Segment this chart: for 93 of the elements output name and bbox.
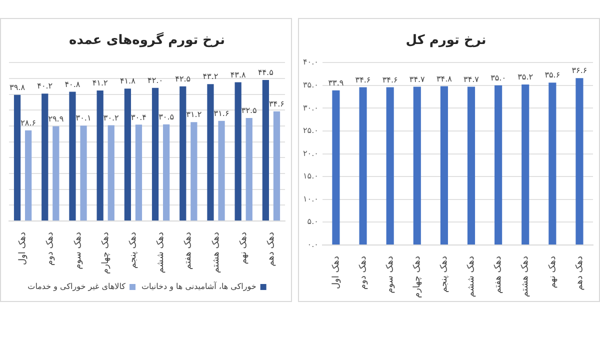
bar (52, 126, 60, 220)
data-label: ۴۳.۸ (230, 70, 246, 80)
data-label: ۳۰.۴ (131, 112, 146, 122)
data-label: ۳۳.۹ (328, 78, 344, 88)
data-label: ۳۴.۶ (355, 75, 371, 84)
x-tick-label: دهک هشتم (520, 256, 531, 298)
chart-title: نرخ تورم گروه‌های عمده (69, 32, 225, 48)
bar (42, 94, 48, 220)
bar (207, 84, 214, 220)
bar (135, 124, 142, 220)
y-tick-label: ۱۵.۰ (302, 172, 318, 181)
data-label: ۳۴.۸ (436, 74, 453, 84)
y-tick-label: ۳۰.۰ (302, 103, 318, 112)
x-tick-label: دهک دوم (46, 232, 56, 266)
bar (494, 85, 502, 244)
x-tick-label: دهک هفتم (494, 256, 504, 294)
y-tick-label: ۲۰.۰ (302, 148, 318, 158)
data-label: ۳۵.۲ (518, 72, 534, 82)
y-tick-label: ۳۵.۰ (302, 80, 318, 90)
bar (14, 94, 21, 220)
data-label: ۴۱.۸ (120, 76, 136, 86)
x-tick-label: دهک ششم (156, 232, 166, 274)
x-tick-label: دهک هفتم (184, 232, 194, 270)
data-label: ۳۶.۶ (572, 66, 588, 76)
x-tick-label: دهک پنجم (440, 256, 450, 293)
data-label: ۴۰.۲ (37, 82, 53, 91)
legend-label: خوراکی ها، آشامیدنی ها و دخانیات (141, 281, 256, 292)
x-tick-label: دهک اول (18, 232, 28, 266)
data-label: ۳۵.۰ (490, 73, 506, 82)
data-label: ۴۲.۵ (175, 74, 191, 84)
bar (25, 130, 32, 220)
y-tick-label: ۴۰.۰ (302, 58, 318, 67)
bar (108, 125, 114, 220)
x-tick-label: دهک دوم (358, 256, 368, 290)
x-tick-label: دهک پنجم (128, 232, 139, 269)
bar (386, 87, 394, 244)
data-label: ۳۰.۲ (103, 113, 119, 122)
bar (80, 126, 87, 220)
bar (522, 84, 530, 244)
bar (576, 78, 584, 244)
bar (152, 88, 159, 220)
bar (180, 86, 186, 220)
bar (548, 82, 556, 244)
data-label: ۲۸.۶ (20, 118, 36, 128)
data-label: ۴۰.۸ (64, 80, 81, 89)
bar (163, 124, 170, 220)
bar (359, 87, 367, 244)
data-label: ۳۲.۵ (241, 106, 257, 116)
x-tick-label: دهک ششم (466, 256, 477, 298)
data-label: ۲۹.۹ (48, 114, 64, 124)
x-tick-label: دهک نهم (238, 232, 249, 264)
x-tick-label: دهک چهارم (412, 256, 422, 298)
data-label: ۳۹.۸ (10, 82, 26, 92)
x-tick-label: دهک سوم (73, 232, 84, 270)
x-tick-label: دهک نهم (548, 256, 558, 288)
data-label: ۳۴.۷ (464, 74, 480, 84)
data-label: ۳۱.۶ (214, 108, 230, 118)
bar (124, 88, 131, 220)
bar (262, 80, 269, 220)
x-tick-label: دهک سوم (385, 256, 396, 294)
bar (218, 120, 225, 220)
y-tick-label: ۱۰.۰ (302, 194, 318, 204)
bar (440, 86, 448, 244)
data-label: ۳۰.۱ (76, 114, 92, 123)
data-label: ۳۴.۶ (269, 99, 284, 108)
data-label: ۳۱.۲ (186, 110, 202, 120)
bar (273, 111, 280, 220)
data-label: ۴۱.۲ (92, 78, 108, 88)
bar (190, 122, 198, 220)
data-label: ۴۲.۰ (148, 76, 163, 86)
data-label: ۴۳.۲ (202, 72, 218, 82)
y-tick-label: ۰.۰ (307, 240, 318, 250)
data-label: ۳۰.۵ (158, 112, 174, 122)
bar (234, 82, 242, 220)
bar (96, 90, 104, 220)
data-label: ۳۴.۷ (409, 74, 426, 84)
y-tick-label: ۵.۰ (307, 217, 318, 226)
chart-title: نرخ تورم کل (406, 33, 486, 48)
y-tick-label: ۲۵.۰ (302, 126, 318, 136)
data-label: ۳۴.۶ (382, 75, 398, 84)
bar (413, 86, 421, 244)
bar (467, 86, 476, 244)
x-tick-label: دهک اول (331, 256, 342, 290)
x-tick-label: دهک دهم (574, 256, 585, 290)
data-label: ۳۵.۶ (544, 70, 560, 80)
x-tick-label: دهک دهم (266, 232, 277, 266)
legend-label: کالاهای غیر خوراکی و خدمات (28, 282, 126, 292)
bar (246, 118, 252, 220)
x-tick-label: دهک هشتم (211, 232, 222, 274)
x-tick-label: دهک چهارم (100, 232, 111, 274)
data-label: ۴۴.۵ (258, 68, 274, 78)
bar (69, 92, 76, 220)
bar (332, 90, 340, 244)
